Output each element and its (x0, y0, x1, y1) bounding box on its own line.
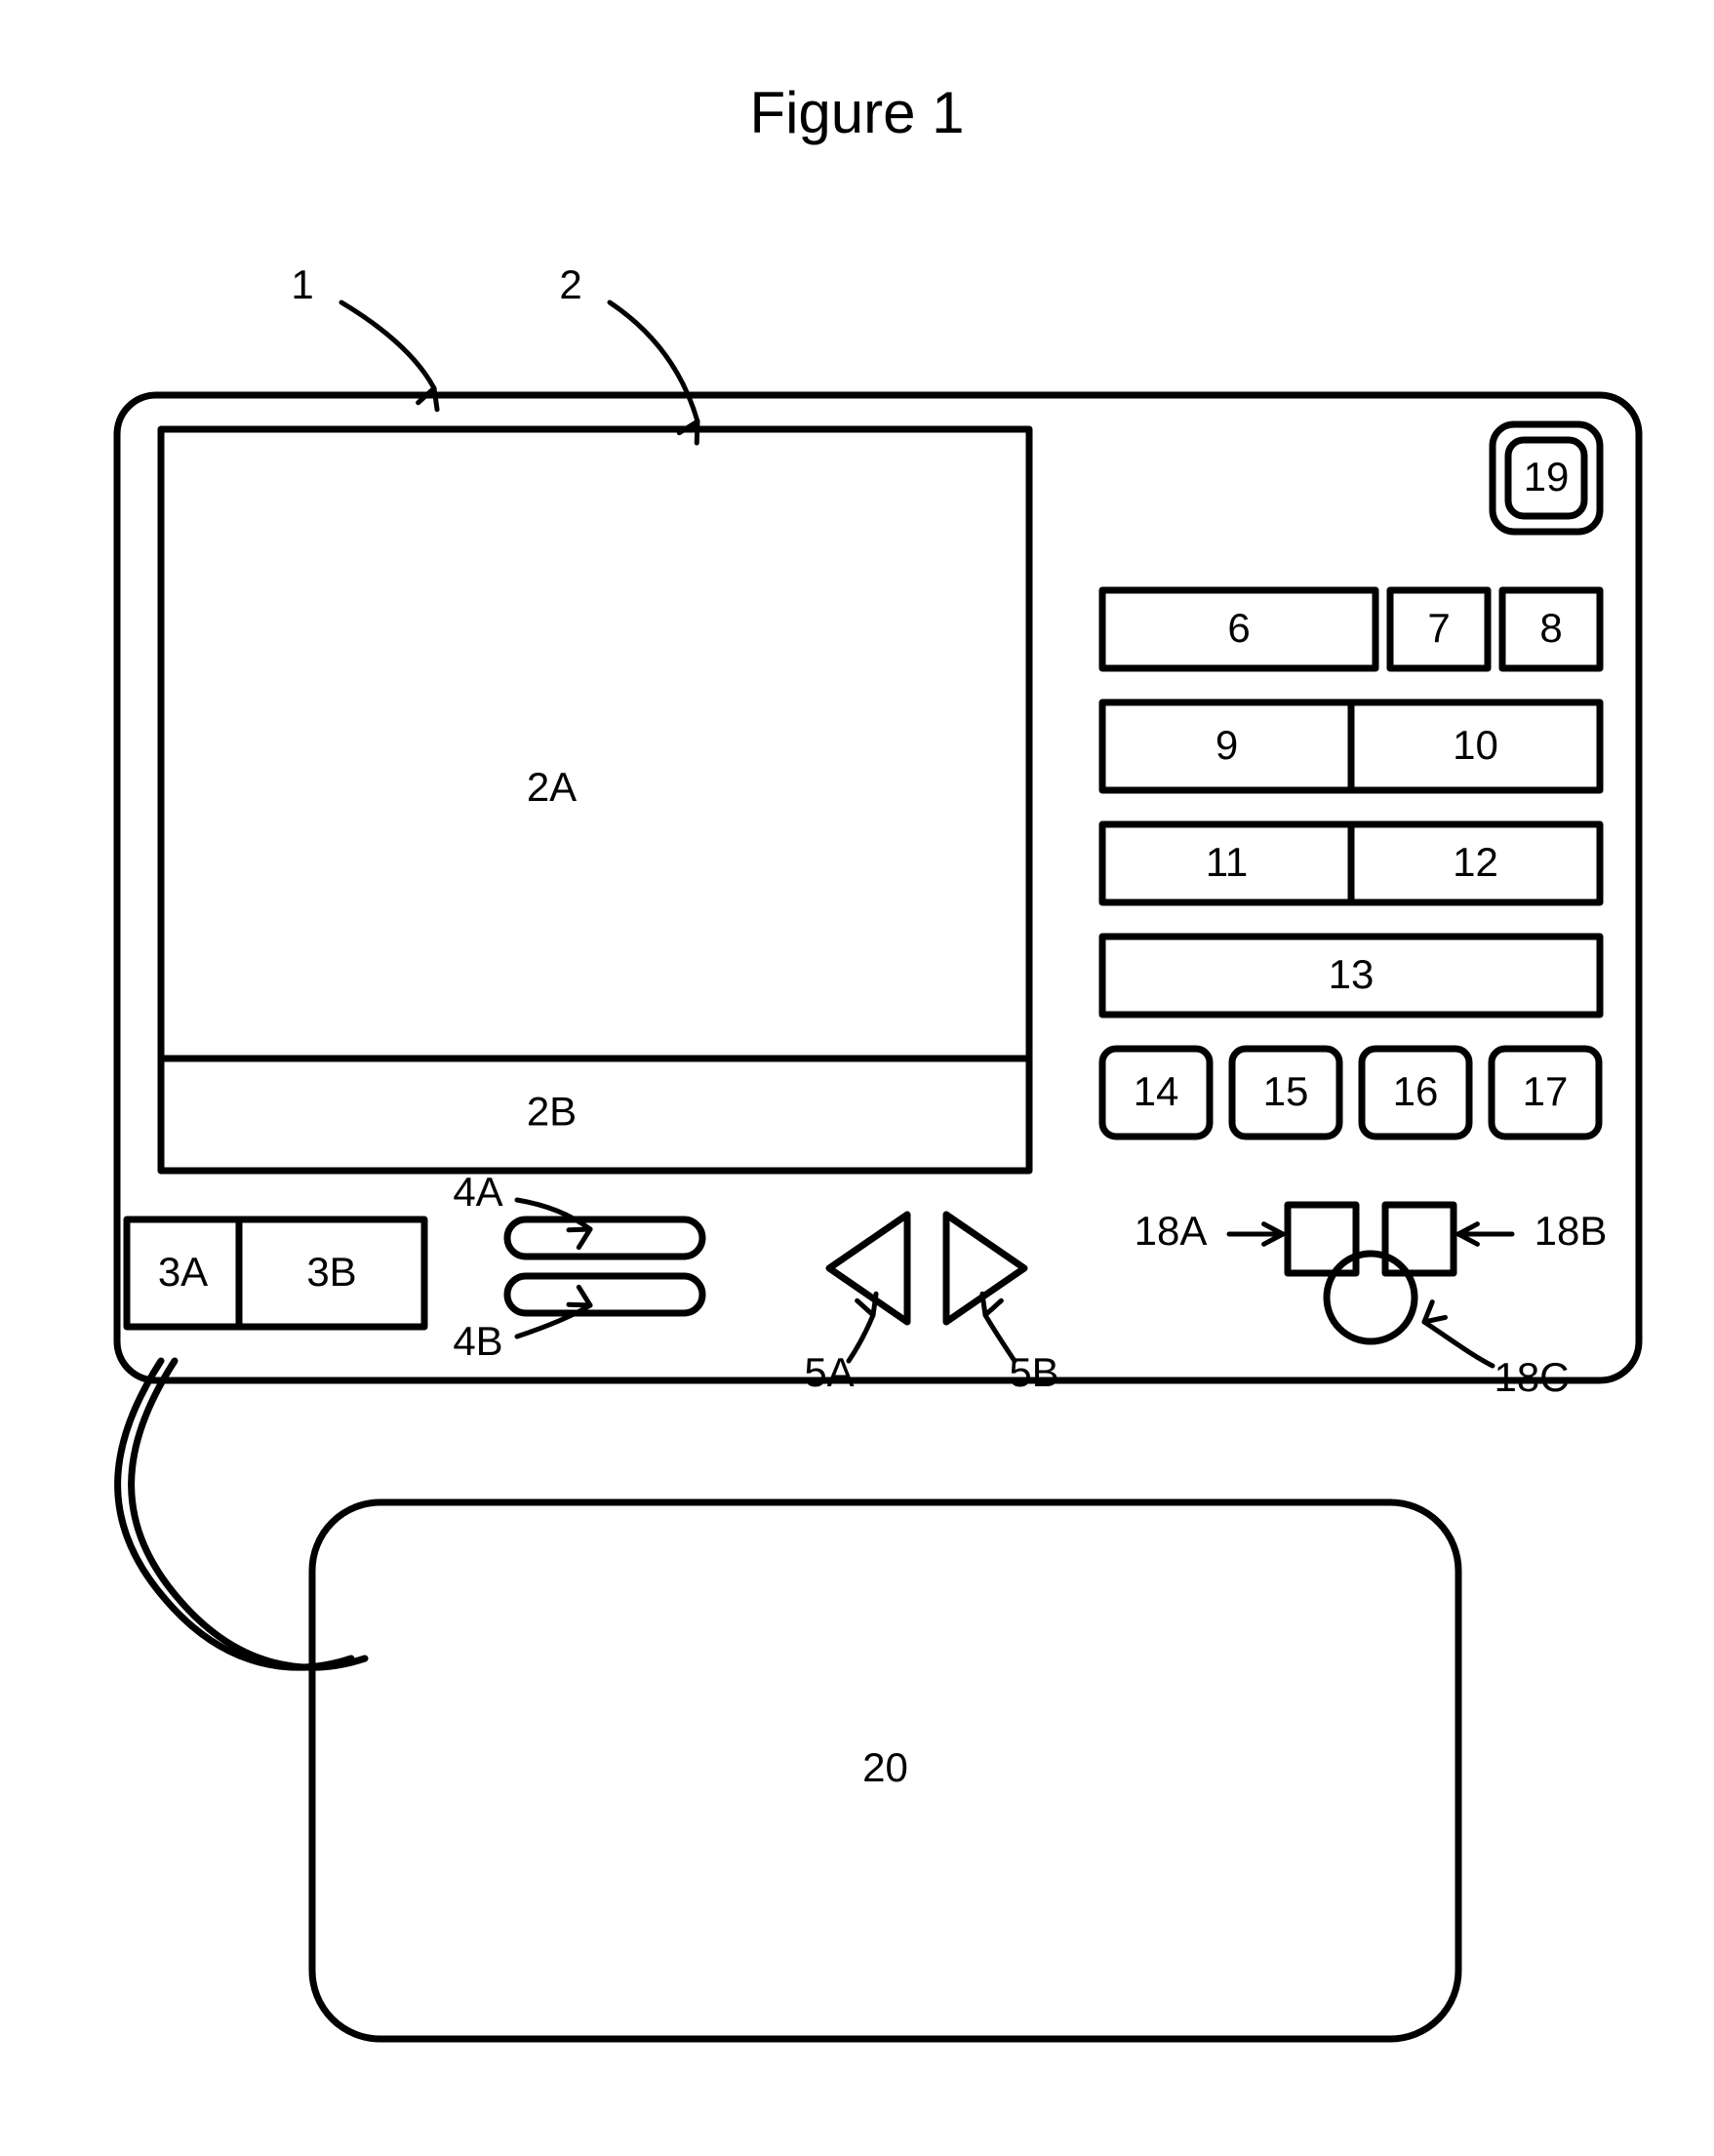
callout-label: 18A (1135, 1208, 1208, 1254)
cluster18-circle (1327, 1254, 1415, 1341)
panel-row3-label-b: 12 (1453, 839, 1498, 885)
panel-row5-label: 16 (1393, 1068, 1439, 1114)
pill-button (507, 1276, 702, 1313)
panel-row1-label: 7 (1427, 605, 1450, 651)
corner-button-label: 19 (1524, 454, 1570, 499)
screen-area-a-label: 2A (527, 764, 577, 810)
callout-label: 5A (804, 1349, 854, 1395)
callout-label: 5B (1009, 1349, 1058, 1395)
callout-label: 2 (559, 261, 581, 307)
callout-label: 18B (1535, 1208, 1608, 1254)
panel-row3-label-a: 11 (1206, 839, 1249, 885)
callout-label: 4B (453, 1318, 502, 1364)
triangle-left-icon (829, 1215, 907, 1322)
panel-row1-label: 8 (1539, 605, 1562, 651)
panel-row5-label: 14 (1134, 1068, 1179, 1114)
panel-row2-label-a: 9 (1216, 722, 1238, 768)
callout-label: 1 (291, 261, 313, 307)
callout-label: 4A (453, 1169, 502, 1215)
screen-area-b-label: 2B (527, 1089, 577, 1135)
figure-title: Figure 1 (749, 80, 964, 145)
callout-label: 18C (1494, 1354, 1569, 1400)
external-box-label: 20 (862, 1744, 908, 1790)
panel-row5-label: 17 (1523, 1068, 1569, 1114)
panel-row2-label-b: 10 (1453, 722, 1498, 768)
panel-row1-label: 6 (1227, 605, 1250, 651)
panel-row5-label: 15 (1263, 1068, 1309, 1114)
bottom-left-label-b: 3B (306, 1249, 356, 1295)
pill-button (507, 1219, 702, 1257)
panel-row4-label: 13 (1329, 951, 1375, 997)
bottom-left-label-a: 3A (158, 1249, 208, 1295)
